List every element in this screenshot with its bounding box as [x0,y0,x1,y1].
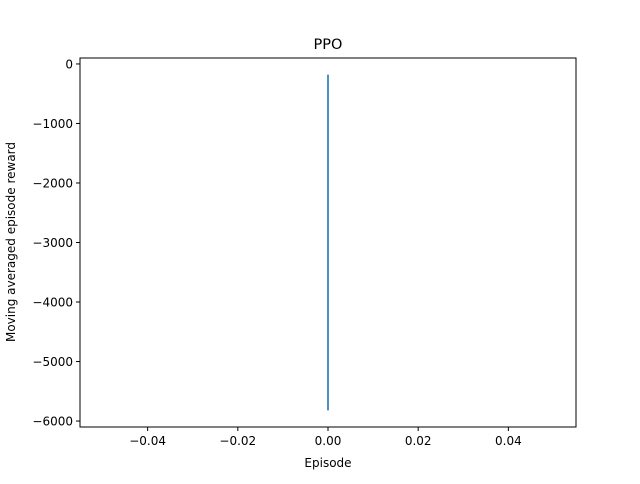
y-tick-label: −6000 [32,415,73,429]
plot-frame [79,57,577,428]
y-tick-label: −4000 [32,296,73,310]
chart-title: PPO [314,37,343,53]
x-tick-label: 0.02 [405,434,432,448]
y-axis-label: Moving averaged episode reward [4,142,18,342]
y-axis-ticks: 0 −1000 −2000 −3000 −4000 −5000 −6000 [32,57,80,429]
x-tick-label: 0.00 [315,434,342,448]
x-axis-label: Episode [304,456,351,470]
x-tick-label: −0.02 [219,434,256,448]
y-tick-label: 0 [65,57,73,71]
x-axis-ticks: −0.04 −0.02 0.00 0.02 0.04 [129,427,522,448]
y-tick-label: −1000 [32,117,73,131]
y-tick-label: −3000 [32,236,73,250]
y-tick-label: −2000 [32,176,73,190]
y-tick-label: −5000 [32,355,73,369]
x-tick-label: −0.04 [129,434,166,448]
x-tick-label: 0.04 [495,434,522,448]
